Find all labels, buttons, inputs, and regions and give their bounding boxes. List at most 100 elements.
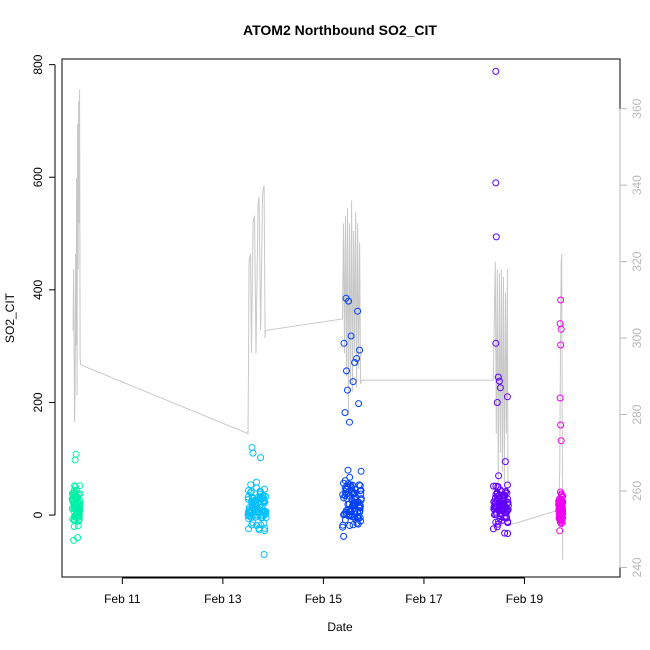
data-point xyxy=(351,359,359,366)
data-point xyxy=(504,481,511,489)
series-flight-feb10 xyxy=(68,450,84,544)
x-tick-label: Feb 19 xyxy=(506,592,544,606)
data-point xyxy=(351,500,359,508)
y2-tick-label: 240 xyxy=(630,557,644,577)
data-point xyxy=(76,482,84,490)
data-point xyxy=(74,504,82,512)
data-point xyxy=(494,373,502,381)
data-point xyxy=(557,341,565,349)
data-point xyxy=(556,527,564,535)
x-tick-label: Feb 15 xyxy=(305,592,343,606)
x-axis-label: Date xyxy=(327,620,353,634)
series-flight-feb13 xyxy=(244,444,270,558)
data-point xyxy=(260,519,268,527)
data-point xyxy=(341,492,349,499)
data-point xyxy=(354,307,362,315)
data-point xyxy=(74,522,82,530)
data-point xyxy=(260,551,268,558)
data-point xyxy=(244,493,252,501)
data-point xyxy=(260,507,268,515)
data-point xyxy=(495,517,503,525)
series-flight-feb18 xyxy=(489,67,512,537)
data-point xyxy=(76,506,84,514)
data-point xyxy=(504,530,512,537)
data-point xyxy=(493,488,501,496)
data-point xyxy=(346,473,354,481)
data-point xyxy=(255,526,263,534)
data-point xyxy=(253,478,260,486)
data-point xyxy=(346,481,354,489)
data-point xyxy=(500,493,508,501)
data-point xyxy=(503,508,511,516)
data-point xyxy=(496,384,504,392)
data-point xyxy=(495,472,503,480)
data-point xyxy=(349,378,357,386)
data-point xyxy=(489,525,497,533)
data-point xyxy=(71,456,79,464)
data-point xyxy=(249,449,257,457)
data-point xyxy=(501,458,509,466)
data-point xyxy=(346,512,354,519)
y-tick-label: 800 xyxy=(31,54,45,74)
data-point xyxy=(341,409,349,417)
data-point xyxy=(492,179,500,187)
data-point xyxy=(348,488,356,496)
data-point xyxy=(557,497,565,505)
data-point xyxy=(343,367,350,375)
data-point xyxy=(557,437,565,445)
data-point xyxy=(340,479,347,487)
data-point xyxy=(555,499,563,507)
y-tick-label: 400 xyxy=(31,280,45,300)
data-point xyxy=(339,521,347,529)
data-point xyxy=(356,482,364,490)
series-flight-feb19 xyxy=(555,296,567,535)
data-point xyxy=(349,521,357,529)
data-point xyxy=(501,529,509,537)
data-point xyxy=(353,355,361,362)
data-point xyxy=(494,520,502,528)
x-tick-label: Feb 13 xyxy=(204,592,242,606)
data-point xyxy=(490,498,498,506)
y2-tick-label: 300 xyxy=(630,328,644,348)
y2-tick-label: 320 xyxy=(630,251,644,271)
data-point xyxy=(256,495,264,502)
data-point xyxy=(494,483,502,491)
data-point xyxy=(490,482,497,490)
y2-tick-label: 340 xyxy=(630,175,644,195)
data-point xyxy=(244,495,252,503)
data-point xyxy=(357,496,365,504)
data-point xyxy=(72,513,80,520)
data-point xyxy=(558,509,566,517)
data-point xyxy=(344,466,352,474)
x-tick-label: Feb 11 xyxy=(104,592,141,606)
data-point xyxy=(248,521,256,529)
data-point xyxy=(558,519,566,527)
data-point xyxy=(256,490,264,498)
secondary-line xyxy=(72,89,564,560)
data-point xyxy=(346,418,353,426)
y2-tick-label: 260 xyxy=(630,481,644,501)
data-point xyxy=(72,483,79,491)
data-point xyxy=(355,481,363,489)
data-point xyxy=(503,393,511,401)
data-point xyxy=(495,377,503,385)
data-point xyxy=(492,339,500,347)
y-tick-label: 600 xyxy=(31,167,45,187)
y-axis-label: SO2_CIT xyxy=(3,292,17,343)
data-point xyxy=(346,522,354,529)
data-point xyxy=(355,514,362,522)
y-tick-label: 0 xyxy=(31,511,45,518)
data-point xyxy=(248,444,256,451)
data-point xyxy=(70,523,78,530)
data-point xyxy=(245,487,252,494)
data-point xyxy=(340,532,348,540)
data-point xyxy=(248,506,256,514)
data-point xyxy=(357,467,365,475)
data-point xyxy=(356,346,364,354)
data-point xyxy=(247,481,255,489)
data-point xyxy=(344,386,351,394)
data-point xyxy=(497,500,505,508)
x-tick-label: Feb 17 xyxy=(405,592,443,606)
data-point xyxy=(493,399,501,406)
